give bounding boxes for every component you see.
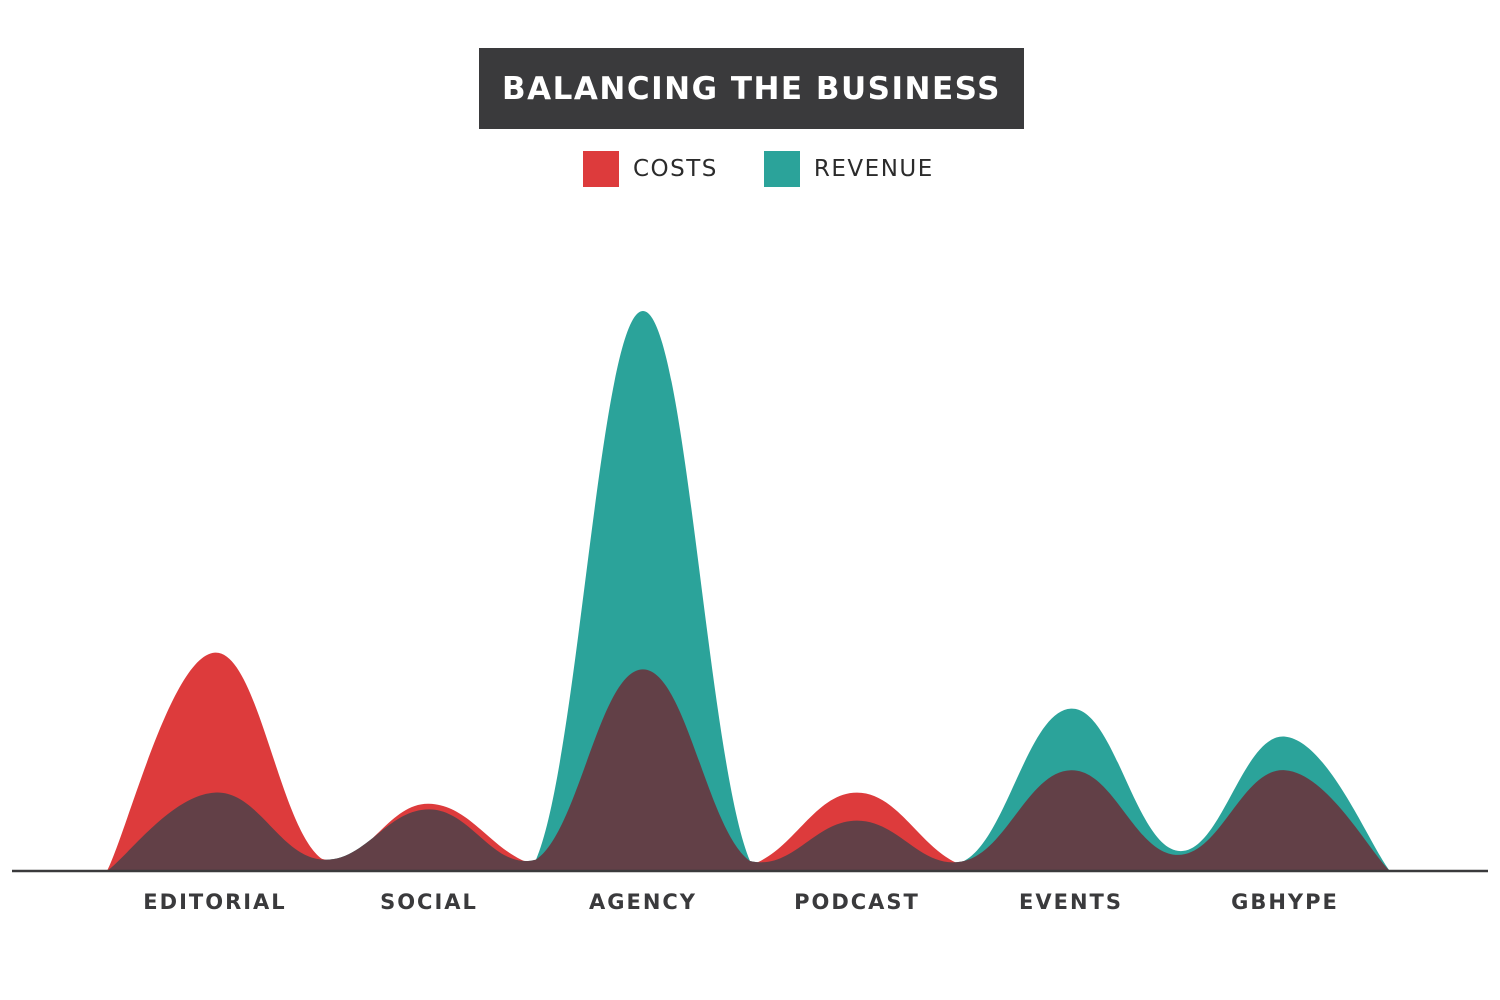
x-tick-label: EVENTS [1019,890,1123,914]
x-tick-label: EDITORIAL [143,890,286,914]
chart-title: BALANCING THE BUSINESS [502,70,1001,107]
legend-swatch-costs [583,150,619,187]
legend: COSTS REVENUE [583,150,934,187]
x-tick-label: GBHYPE [1231,890,1339,914]
series-area-overlap [107,669,1390,871]
x-tick-label: AGENCY [589,890,697,914]
chart-areas [107,310,1390,871]
legend-label-revenue: REVENUE [813,155,934,182]
legend-item-costs: COSTS [583,150,718,187]
x-tick-label: SOCIAL [380,890,478,914]
series-area-revenue [107,310,1390,871]
x-axis-labels: EDITORIAL SOCIAL AGENCY PODCAST EVENTS GBHYPE [143,890,1339,914]
chart-title-box: BALANCING THE BUSINESS [479,48,1024,129]
legend-label-costs: COSTS [633,155,718,182]
legend-item-revenue: REVENUE [763,150,934,187]
x-tick-label: PODCAST [794,890,920,914]
series-area-costs [107,652,1390,871]
legend-swatch-revenue [763,150,800,187]
